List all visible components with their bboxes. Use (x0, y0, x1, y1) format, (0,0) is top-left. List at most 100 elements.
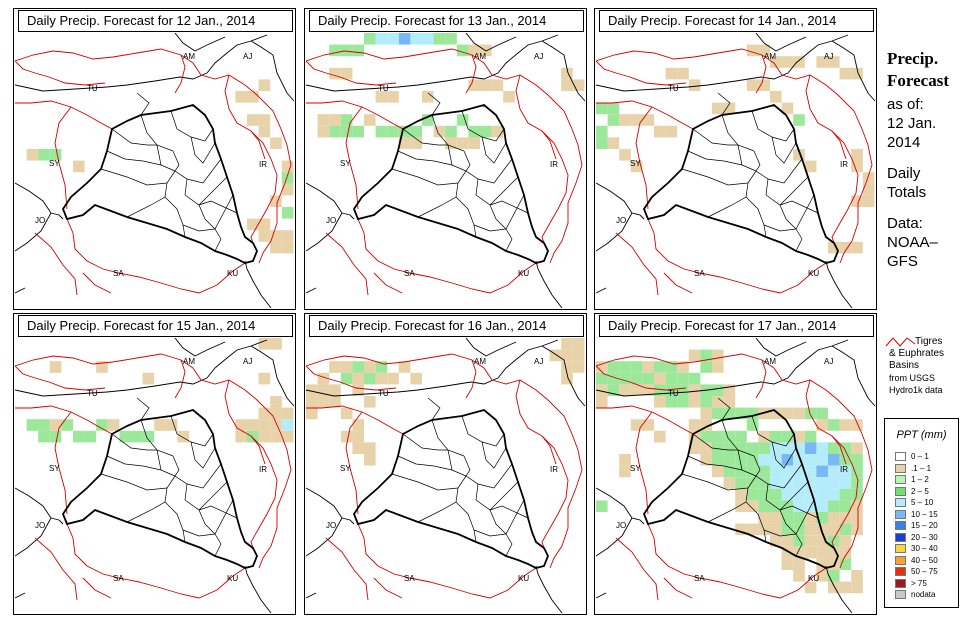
precip-cell (317, 396, 330, 408)
basin-legend-line-1: Tigres (915, 336, 943, 347)
country-label: JO (326, 216, 336, 225)
basin-boundary (34, 232, 78, 296)
precip-cell (73, 430, 85, 443)
panel-title: Daily Precip. Forecast for 12 Jan., 2014 (18, 10, 293, 32)
precip-cell (828, 465, 840, 478)
basin-boundary (373, 577, 403, 599)
precip-cell (781, 546, 794, 559)
legend-swatch (895, 544, 906, 553)
precip-cell (422, 91, 434, 103)
province-boundary (779, 505, 819, 519)
precip-cell (816, 442, 828, 454)
basin-boundary (357, 218, 537, 294)
basin-boundary (541, 130, 557, 160)
basin-boundary (250, 435, 266, 465)
precip-cell (258, 407, 271, 420)
country-label: KU (808, 574, 819, 583)
province-boundary (692, 433, 738, 451)
precip-cell (364, 372, 376, 385)
basin-boundary (15, 60, 106, 86)
precip-cell (804, 581, 817, 594)
precip-cell (816, 488, 828, 501)
precip-cell (665, 372, 678, 385)
iraq-border (642, 409, 839, 569)
basin-boundary (831, 435, 847, 465)
precip-cell (119, 430, 131, 443)
precip-cell (491, 79, 504, 91)
precip-cell (746, 465, 759, 478)
precip-cell (688, 396, 701, 408)
precip-cell (270, 396, 282, 408)
precip-cell (851, 160, 863, 173)
precip-cell (828, 570, 840, 582)
country-border (596, 487, 633, 557)
precip-cell (700, 419, 712, 431)
precip-cell (433, 33, 446, 45)
basin-boundary (465, 54, 477, 94)
basin-legend-line-2: & Euphrates (889, 348, 945, 359)
legend-label: 1 – 2 (911, 475, 929, 484)
precip-cell (839, 523, 852, 536)
ppt-legend: PPT (mm) 0 – 1 .1 – 1 1 – 2 2 – 5 5 – 10 10 –… (884, 418, 959, 608)
precip-cell (839, 581, 852, 594)
province-boundary (795, 533, 803, 557)
province-boundary (402, 128, 448, 146)
precip-cell (142, 430, 155, 443)
precip-cell (642, 384, 654, 396)
province-boundary (126, 170, 176, 218)
precip-cell (723, 407, 736, 420)
precip-cell (607, 384, 620, 396)
precip-cell (677, 67, 689, 80)
daily-label: Daily (887, 165, 921, 182)
precip-cell (607, 137, 620, 149)
precip-cell (688, 430, 701, 443)
country-border (596, 72, 789, 92)
basin-legend: Tigres & Euphrates Basins from USGS Hydr… (889, 336, 965, 396)
country-label: KU (808, 269, 819, 278)
precip-cell (839, 558, 852, 570)
basin-legend-line-5: Hydro1k data (889, 385, 943, 395)
panel-title: Daily Precip. Forecast for 16 Jan., 2014 (309, 315, 584, 337)
country-label: AJ (534, 52, 543, 61)
precip-cell (364, 114, 376, 126)
precip-cell (340, 430, 353, 443)
precip-cell (340, 372, 353, 385)
province-boundary (172, 150, 222, 184)
country-label: TU (87, 84, 98, 93)
precip-cell (793, 546, 805, 559)
precip-cell (375, 91, 388, 103)
basin-boundary (515, 379, 569, 549)
country-label: JO (35, 216, 45, 225)
country-border (244, 565, 272, 613)
province-boundary (721, 419, 755, 457)
precip-map-17-jan: AM AJ TU SY IR JO SA KU (596, 338, 875, 613)
precip-cell (317, 125, 330, 138)
precip-cell (851, 195, 863, 207)
precip-cell (387, 372, 399, 385)
side-title-block: Precip. Forecast as of: 12 Jan. 2014 Dai… (887, 48, 949, 271)
province-boundary (481, 136, 507, 164)
basin-boundary (15, 365, 106, 391)
precip-cell (410, 137, 422, 149)
country-label: AM (474, 52, 486, 61)
province-boundary (431, 419, 465, 457)
precip-cell (654, 125, 666, 138)
precip-cell (804, 535, 817, 547)
precip-cell (387, 91, 399, 103)
precip-cell (619, 465, 631, 478)
precip-cell (561, 361, 573, 373)
precip-cell (317, 384, 330, 396)
precip-cell (781, 558, 794, 570)
precip-cell (781, 488, 794, 501)
totals-label: Totals (887, 184, 927, 201)
province-boundary (765, 176, 809, 206)
legend-title: PPT (mm) (896, 429, 947, 441)
country-label: KU (518, 269, 529, 278)
precip-cell (746, 79, 759, 91)
precip-cell (804, 430, 817, 443)
legend-swatch (895, 578, 906, 588)
precip-cell (247, 419, 259, 431)
precip-cell (793, 500, 805, 512)
precip-cell (781, 56, 794, 68)
province-boundary (417, 170, 467, 218)
